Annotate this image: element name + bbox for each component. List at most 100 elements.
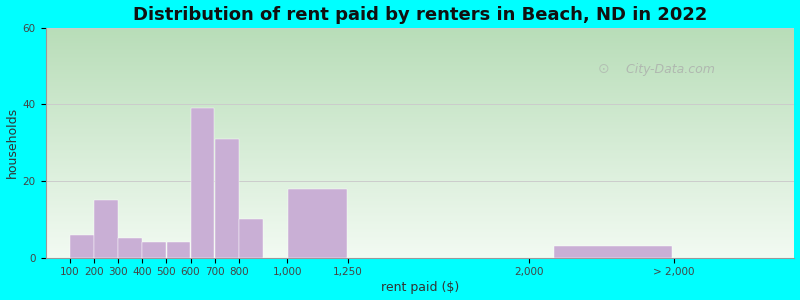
Bar bbox=[46, 75, 794, 76]
Bar bbox=[46, 136, 794, 137]
Bar bbox=[46, 192, 794, 193]
Text: ⊙: ⊙ bbox=[598, 62, 610, 76]
Bar bbox=[46, 190, 794, 191]
Bar bbox=[166, 242, 190, 258]
Bar bbox=[46, 82, 794, 83]
Bar bbox=[46, 207, 794, 208]
Bar bbox=[46, 206, 794, 207]
Bar bbox=[46, 174, 794, 175]
Bar bbox=[46, 244, 794, 245]
Bar bbox=[46, 99, 794, 100]
Bar bbox=[46, 256, 794, 258]
Bar bbox=[46, 208, 794, 209]
Bar bbox=[46, 236, 794, 237]
Bar bbox=[46, 214, 794, 215]
Bar bbox=[46, 103, 794, 104]
Bar bbox=[46, 159, 794, 160]
X-axis label: rent paid ($): rent paid ($) bbox=[381, 281, 459, 294]
Bar bbox=[46, 94, 794, 96]
Bar bbox=[46, 240, 794, 242]
Bar bbox=[46, 116, 794, 118]
Bar bbox=[46, 151, 794, 152]
Bar bbox=[46, 172, 794, 174]
Bar bbox=[46, 153, 794, 154]
Bar bbox=[46, 216, 794, 217]
Bar bbox=[46, 201, 794, 202]
Bar bbox=[46, 168, 794, 169]
Bar bbox=[46, 209, 794, 211]
Bar bbox=[46, 169, 794, 170]
Bar bbox=[46, 68, 794, 69]
Bar bbox=[46, 144, 794, 145]
Bar bbox=[46, 228, 794, 229]
Bar bbox=[46, 88, 794, 89]
Bar bbox=[46, 247, 794, 248]
Bar bbox=[46, 188, 794, 189]
Bar bbox=[46, 152, 794, 153]
Bar bbox=[142, 242, 166, 258]
Bar bbox=[46, 199, 794, 200]
Bar bbox=[46, 64, 794, 66]
Bar bbox=[46, 93, 794, 94]
Bar bbox=[46, 178, 794, 179]
Bar bbox=[46, 80, 794, 81]
Bar bbox=[46, 166, 794, 167]
Bar bbox=[46, 91, 794, 92]
Bar bbox=[46, 106, 794, 107]
Bar bbox=[46, 134, 794, 135]
Bar bbox=[46, 221, 794, 222]
Bar bbox=[46, 29, 794, 30]
Bar bbox=[46, 121, 794, 122]
Bar bbox=[46, 111, 794, 112]
Bar bbox=[46, 51, 794, 52]
Bar bbox=[46, 189, 794, 190]
Bar bbox=[46, 142, 794, 143]
Bar bbox=[46, 143, 794, 144]
Bar bbox=[46, 202, 794, 204]
Bar bbox=[46, 154, 794, 155]
Bar bbox=[46, 175, 794, 176]
Bar bbox=[46, 114, 794, 115]
Bar bbox=[46, 139, 794, 140]
Bar bbox=[46, 43, 794, 44]
Bar bbox=[46, 167, 794, 168]
Bar bbox=[46, 194, 794, 196]
Bar bbox=[46, 123, 794, 124]
Bar bbox=[215, 139, 238, 258]
Bar bbox=[46, 185, 794, 186]
Bar bbox=[46, 211, 794, 212]
Title: Distribution of rent paid by renters in Beach, ND in 2022: Distribution of rent paid by renters in … bbox=[133, 6, 707, 24]
Bar bbox=[46, 253, 794, 254]
Bar bbox=[46, 118, 794, 120]
Bar bbox=[46, 196, 794, 197]
Bar bbox=[239, 219, 262, 258]
Bar bbox=[46, 176, 794, 177]
Bar bbox=[46, 182, 794, 183]
Bar bbox=[46, 148, 794, 150]
Bar bbox=[46, 28, 794, 29]
Bar bbox=[46, 54, 794, 56]
Bar bbox=[46, 30, 794, 31]
Bar bbox=[46, 212, 794, 213]
Bar bbox=[46, 213, 794, 214]
Text: City-Data.com: City-Data.com bbox=[622, 63, 715, 76]
Bar bbox=[46, 46, 794, 47]
Bar bbox=[46, 193, 794, 194]
Bar bbox=[46, 69, 794, 70]
Bar bbox=[46, 146, 794, 147]
Bar bbox=[46, 231, 794, 232]
Bar bbox=[46, 224, 794, 225]
Bar bbox=[46, 131, 794, 132]
Bar bbox=[46, 245, 794, 246]
Bar bbox=[46, 157, 794, 158]
Bar bbox=[46, 147, 794, 148]
Bar bbox=[46, 38, 794, 39]
Bar bbox=[46, 96, 794, 97]
Bar bbox=[46, 73, 794, 74]
Bar bbox=[46, 226, 794, 228]
Bar bbox=[46, 45, 794, 46]
Bar bbox=[46, 36, 794, 37]
Bar bbox=[46, 225, 794, 226]
Bar bbox=[46, 89, 794, 90]
Bar bbox=[46, 161, 794, 162]
